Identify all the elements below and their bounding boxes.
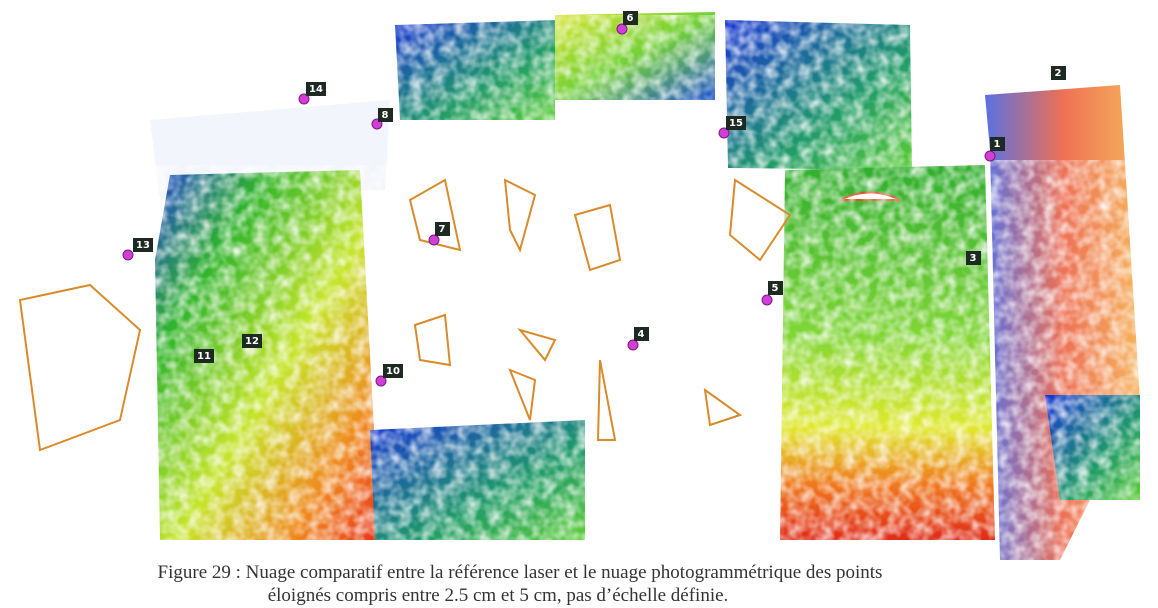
marker-label: 11 <box>197 351 211 362</box>
marker-box <box>1051 66 1066 80</box>
marker-box <box>634 327 649 341</box>
markers: 1 2 3 4 5 6 7 8 10 11 12 13 14 15 <box>122 11 1066 387</box>
marker-dot <box>616 23 628 35</box>
marker-label: 4 <box>638 329 645 340</box>
marker-box <box>383 364 403 378</box>
marker-label: 15 <box>729 118 743 129</box>
marker-label: 5 <box>772 283 779 294</box>
caption-background <box>60 555 980 608</box>
marker-label: 6 <box>627 13 634 24</box>
marker-label: 8 <box>382 110 389 121</box>
marker-dot <box>718 127 730 139</box>
marker-dot <box>375 375 387 387</box>
marker-dot <box>428 234 440 246</box>
marker-box <box>623 11 638 25</box>
marker-label: 13 <box>136 240 150 251</box>
marker-dot <box>122 249 134 261</box>
caption-line: éloignés compris entre 2.5 cm et 5 cm, p… <box>268 585 729 606</box>
point-cloud <box>18 12 1145 565</box>
marker-label: 10 <box>386 366 400 377</box>
marker-box <box>133 238 153 252</box>
marker-box <box>194 349 214 363</box>
marker-dot <box>627 339 639 351</box>
marker-label: 3 <box>970 253 977 264</box>
marker-dot <box>984 150 996 162</box>
marker-label: 7 <box>439 224 446 235</box>
marker-label: 14 <box>309 84 323 95</box>
marker-box <box>306 82 326 96</box>
marker-dot <box>761 294 773 306</box>
marker-label: 12 <box>245 336 259 347</box>
caption-line: Figure 29 : Nuage comparatif entre la ré… <box>158 562 883 583</box>
marker-box <box>726 116 746 130</box>
marker-box <box>990 137 1005 151</box>
marker-box <box>435 222 450 236</box>
marker-box <box>378 108 393 122</box>
marker-box <box>768 281 783 295</box>
marker-dot <box>298 93 310 105</box>
marker-box <box>966 251 981 265</box>
marker-label: 1 <box>994 139 1001 150</box>
marker-label: 2 <box>1055 68 1062 79</box>
marker-box <box>242 334 262 348</box>
